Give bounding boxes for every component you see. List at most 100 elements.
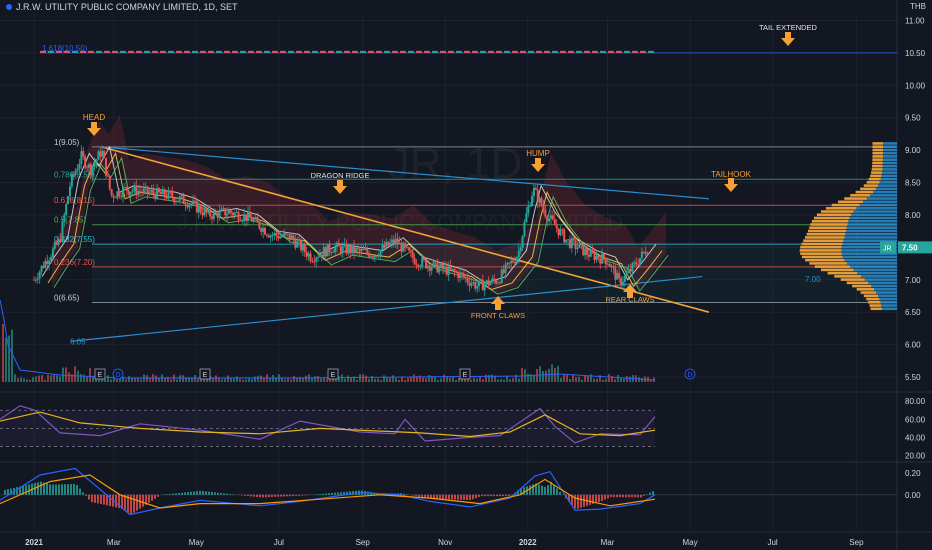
vp-bar-blue (853, 268, 897, 272)
macd-histogram-bar (472, 494, 474, 500)
volume-ma-line (0, 299, 656, 381)
macd-histogram-bar (25, 485, 27, 495)
volume-bar (341, 374, 343, 382)
volume-bar (293, 376, 295, 382)
candle-body (428, 265, 431, 271)
price-tick-label: 5.50 (905, 373, 921, 382)
macd-histogram-bar (220, 493, 222, 495)
volume-bar (8, 335, 10, 382)
macd-histogram-bar (130, 494, 132, 515)
candle-body (328, 243, 331, 253)
candle-body (55, 242, 58, 245)
candle-body (93, 163, 96, 167)
vp-bar-blue (881, 307, 897, 311)
candle-body (409, 250, 412, 252)
volume-bar (398, 379, 400, 382)
volume-bar (383, 375, 385, 382)
candle-body (61, 221, 64, 242)
volume-bar (611, 375, 613, 382)
candle-body (455, 271, 458, 273)
rsi-tick-label: 40.00 (905, 433, 926, 442)
macd-histogram-bar (193, 491, 195, 495)
strip-segment (184, 50, 190, 53)
vp-bar-orange (811, 219, 849, 223)
volume-bar (224, 378, 226, 382)
candle-body (129, 192, 132, 195)
strip-segment (624, 50, 630, 53)
candle-body (87, 164, 90, 168)
macd-histogram-bar (559, 491, 561, 495)
earnings-marker (199, 368, 211, 380)
macd-histogram-bar (16, 487, 18, 495)
candle-body (485, 280, 488, 285)
volume-bar (86, 377, 88, 382)
strip-segment (176, 50, 182, 53)
volume-profile (799, 142, 897, 311)
candle-body (142, 188, 145, 193)
volume-bar (296, 377, 298, 382)
candle-body (180, 195, 183, 197)
volume-bar (185, 377, 187, 382)
volume-bar (395, 378, 397, 382)
vp-bar-blue (882, 145, 897, 148)
volume-bar (494, 375, 496, 382)
vp-bar-orange (801, 242, 843, 246)
strip-segment (616, 50, 622, 53)
macd-histogram-bar (634, 494, 636, 498)
candle-body (517, 251, 520, 258)
volume-bar (617, 375, 619, 382)
dividend-marker-label: D (115, 372, 120, 379)
macd-histogram-bar (73, 483, 75, 495)
candle-body (620, 277, 623, 286)
macd-histogram-bar (352, 491, 354, 495)
candle-body (275, 233, 278, 236)
macd-histogram-bar (103, 494, 105, 505)
volume-bar (467, 376, 469, 382)
arrow-down-icon (87, 128, 101, 136)
strip-segment (528, 50, 534, 53)
time-tick-label: Jul (767, 538, 777, 547)
macd-histogram-bar (460, 494, 462, 500)
volume-bar (578, 376, 580, 382)
volume-bar (497, 379, 499, 382)
macd-histogram-bar (454, 494, 456, 500)
macd-histogram-bar (640, 494, 642, 498)
candle-body (356, 247, 359, 249)
volume-bar (71, 374, 73, 382)
candle-body (549, 215, 552, 219)
candle-body (568, 239, 571, 248)
candle-body (570, 238, 573, 248)
arrow-down-icon (333, 186, 347, 194)
candle-body (256, 217, 259, 222)
volume-bar (347, 375, 349, 382)
macd-histogram-bar (652, 491, 654, 495)
volume-bar (527, 373, 529, 382)
candle-body (576, 248, 579, 249)
macd-histogram-bar (607, 494, 609, 499)
strip-segment (448, 50, 454, 53)
macd-histogram-bar (214, 492, 216, 495)
candle-body (371, 256, 374, 258)
vp-bar-orange (844, 197, 867, 200)
candle-body (614, 267, 617, 280)
macd-histogram-bar (115, 494, 117, 508)
macd-histogram-bar (181, 492, 183, 495)
vp-bar-blue (841, 249, 897, 252)
macd-histogram-bar (19, 486, 21, 495)
volume-bar (20, 377, 22, 382)
candle-body (599, 258, 602, 264)
macd-histogram-bar (403, 493, 405, 495)
candle-body (326, 243, 329, 257)
macd-histogram-bar (544, 486, 546, 495)
strip-segment (112, 50, 118, 53)
candle-body (351, 245, 354, 254)
candle-body (521, 236, 524, 248)
candle-body (300, 239, 303, 251)
strip-segment (144, 50, 150, 53)
volume-bar (176, 379, 178, 382)
vp-bar-blue (876, 291, 897, 294)
candle-body (144, 186, 147, 189)
candle-body (544, 209, 547, 217)
candle-body (610, 265, 613, 267)
